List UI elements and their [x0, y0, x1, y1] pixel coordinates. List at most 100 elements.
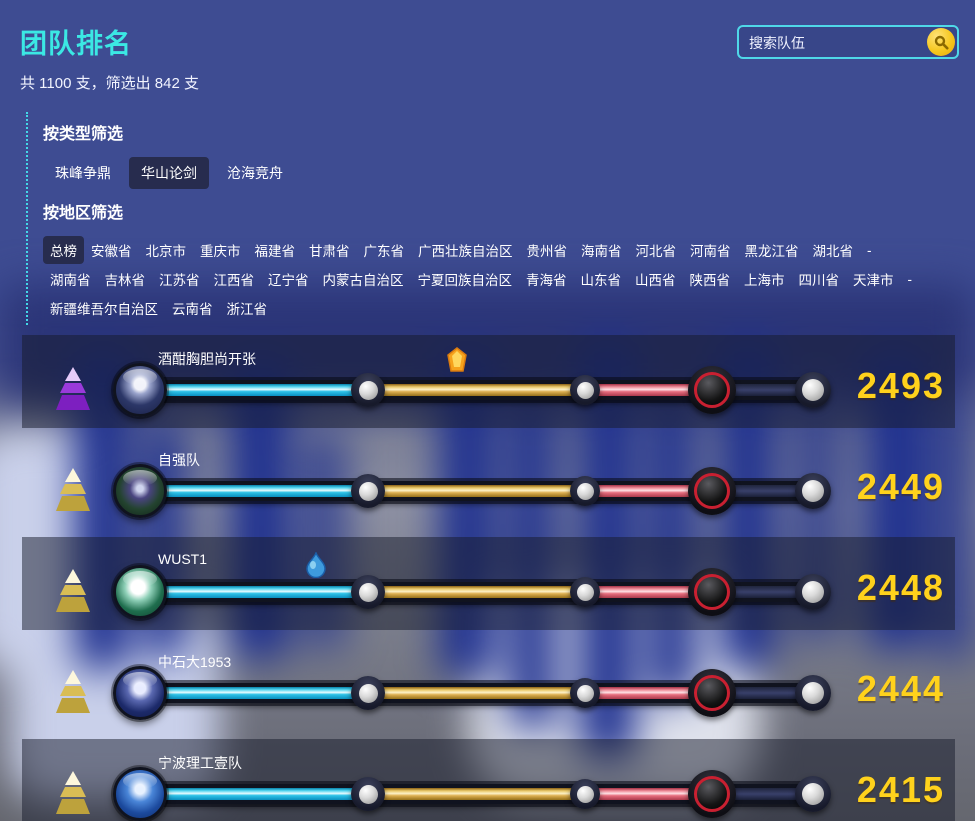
region-chip[interactable]: 吉林省: [104, 273, 146, 288]
region-chip[interactable]: 黑龙江省: [744, 244, 799, 259]
region-chip[interactable]: 山东省: [580, 273, 622, 288]
region-chip[interactable]: -: [867, 242, 872, 258]
region-chip[interactable]: 江西省: [213, 273, 255, 288]
team-row[interactable]: 自强队 2449: [22, 436, 955, 529]
progress-segment-gold: [368, 586, 585, 598]
team-avatar: [113, 363, 167, 417]
progress-track: [134, 784, 824, 804]
team-row[interactable]: 宁波理工壹队 2415: [22, 739, 955, 821]
leaderboard: 酒酣胸胆尚开张 2493 自强队: [22, 335, 955, 821]
checkpoint-node: [570, 375, 600, 405]
progress-segment-cyan: [139, 788, 368, 800]
team-avatar: [113, 464, 167, 518]
team-score: 2444: [856, 668, 945, 709]
region-chip[interactable]: 江苏省: [159, 273, 200, 288]
region-chip[interactable]: 陕西省: [689, 273, 731, 288]
water-drop-icon: [305, 551, 327, 579]
region-chip[interactable]: 内蒙古自治区: [322, 273, 404, 288]
progress-segment-gold: [368, 384, 585, 396]
team-score: 2415: [856, 769, 945, 810]
gold-pyramid-badge-icon: [55, 770, 91, 816]
progress-segment-red: [585, 788, 712, 800]
boss-checkpoint-node: [688, 770, 736, 818]
region-chip[interactable]: 湖南省: [50, 273, 91, 288]
team-avatar: [113, 565, 167, 619]
region-filter-row: 湖南省 吉林省 江苏省 江西省 辽宁省 内蒙古自治区 宁夏回族自治区 青海省 山…: [43, 265, 963, 293]
region-chip[interactable]: 甘肃省: [309, 244, 350, 259]
type-chip[interactable]: 沧海竞舟: [227, 165, 283, 181]
region-chip[interactable]: 四川省: [798, 273, 840, 288]
type-filter-row: 珠峰争鼎 华山论剑 沧海竞舟: [43, 157, 963, 189]
type-chip-selected[interactable]: 华山论剑: [129, 157, 209, 189]
search-input[interactable]: [747, 27, 921, 59]
progress-segment-dark: [712, 788, 819, 800]
region-chip[interactable]: 贵州省: [526, 244, 568, 259]
team-name: WUST1: [158, 551, 207, 567]
team-name: 自强队: [158, 452, 200, 468]
region-chip[interactable]: 重庆市: [200, 244, 241, 259]
progress-segment-gold: [368, 485, 585, 497]
region-chip[interactable]: 广东省: [363, 244, 405, 259]
region-chip[interactable]: 上海市: [744, 273, 785, 288]
progress-segment-dark: [712, 485, 819, 497]
region-chip-selected[interactable]: 总榜: [43, 236, 84, 264]
team-name: 宁波理工壹队: [158, 755, 242, 771]
checkpoint-node: [351, 676, 385, 710]
region-chip[interactable]: -: [907, 271, 913, 287]
boss-checkpoint-node: [688, 669, 736, 717]
progress-track: [134, 582, 824, 602]
team-score: 2493: [856, 365, 945, 406]
checkpoint-node: [570, 678, 600, 708]
team-row[interactable]: 酒酣胸胆尚开张 2493: [22, 335, 955, 428]
region-chip[interactable]: 浙江省: [226, 302, 268, 317]
progress-segment-red: [585, 687, 712, 699]
region-chip[interactable]: 海南省: [581, 244, 622, 259]
team-score: 2448: [856, 567, 945, 608]
region-chip[interactable]: 安徽省: [91, 244, 132, 259]
region-chip[interactable]: 山西省: [635, 273, 676, 288]
search-button[interactable]: [927, 28, 955, 56]
end-node: [795, 372, 831, 408]
region-chip[interactable]: 湖北省: [812, 244, 854, 259]
team-name: 酒酣胸胆尚开张: [158, 351, 256, 367]
checkpoint-node: [570, 476, 600, 506]
region-filter-heading: 按地区筛选: [43, 205, 124, 222]
progress-segment-dark: [712, 384, 819, 396]
orange-gem-icon: [446, 347, 468, 373]
region-filter-row: 总榜 安徽省 北京市 重庆市 福建省 甘肃省 广东省 广西壮族自治区 贵州省 海…: [43, 236, 963, 264]
type-chip[interactable]: 珠峰争鼎: [55, 165, 111, 181]
progress-segment-gold: [368, 788, 585, 800]
team-row[interactable]: WUST1 2448: [22, 537, 955, 630]
progress-track: [134, 481, 824, 501]
region-chip[interactable]: 云南省: [172, 302, 213, 317]
checkpoint-node: [351, 575, 385, 609]
progress-track: [134, 683, 824, 703]
team-row[interactable]: 中石大1953 2444: [22, 638, 955, 731]
region-chip[interactable]: 宁夏回族自治区: [417, 273, 513, 288]
gold-pyramid-badge-icon: [55, 568, 91, 614]
region-chip[interactable]: 辽宁省: [268, 273, 309, 288]
progress-segment-dark: [712, 687, 819, 699]
boss-checkpoint-node: [688, 568, 736, 616]
checkpoint-node: [351, 777, 385, 811]
progress-segment-cyan: [139, 384, 368, 396]
team-avatar: [113, 666, 167, 720]
progress-segment-cyan: [139, 485, 368, 497]
region-chip[interactable]: 福建省: [254, 244, 296, 259]
region-chip[interactable]: 河南省: [690, 244, 731, 259]
search-box: [737, 25, 959, 59]
checkpoint-node: [570, 577, 600, 607]
checkpoint-node: [570, 779, 600, 809]
region-chip[interactable]: 新疆维吾尔自治区: [50, 302, 158, 317]
checkpoint-node: [351, 474, 385, 508]
region-chip[interactable]: 北京市: [145, 244, 187, 259]
region-chip[interactable]: 河北省: [635, 244, 677, 259]
region-chip[interactable]: 广西壮族自治区: [418, 244, 513, 259]
end-node: [795, 776, 831, 812]
region-chip[interactable]: 青海省: [526, 273, 567, 288]
progress-segment-red: [585, 485, 712, 497]
region-chip[interactable]: 天津市: [853, 273, 894, 288]
team-name: 中石大1953: [158, 654, 232, 670]
type-filter-heading: 按类型筛选: [43, 126, 124, 143]
